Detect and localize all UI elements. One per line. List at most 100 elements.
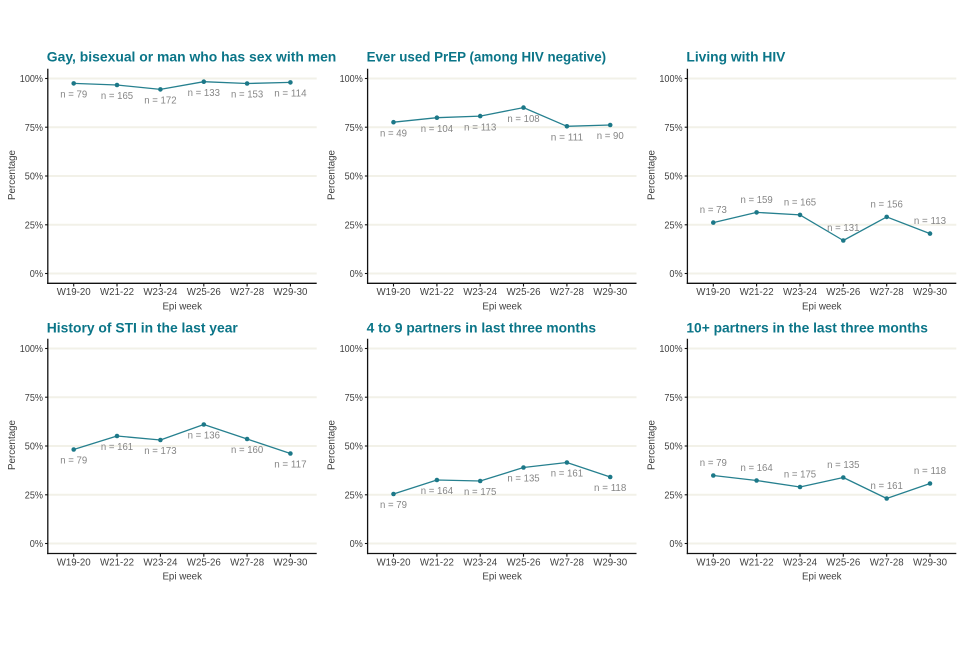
svg-text:W23-24: W23-24: [143, 557, 177, 568]
svg-text:n = 160: n = 160: [231, 445, 264, 456]
svg-text:W29-30: W29-30: [273, 557, 307, 568]
svg-text:Percentage: Percentage: [646, 420, 657, 470]
svg-text:0%: 0%: [669, 539, 682, 550]
svg-text:W25-26: W25-26: [826, 287, 860, 298]
svg-text:Epi week: Epi week: [802, 572, 842, 583]
svg-text:Epi week: Epi week: [802, 301, 842, 312]
svg-text:Percentage: Percentage: [646, 150, 657, 200]
svg-text:75%: 75%: [345, 123, 363, 134]
svg-text:100%: 100%: [659, 344, 682, 355]
svg-text:n = 159: n = 159: [740, 195, 773, 206]
svg-text:75%: 75%: [664, 393, 682, 404]
svg-text:n = 173: n = 173: [144, 446, 177, 457]
svg-text:W25-26: W25-26: [507, 557, 541, 568]
svg-text:W23-24: W23-24: [463, 287, 497, 298]
svg-text:W27-28: W27-28: [230, 557, 264, 568]
svg-text:n = 79: n = 79: [380, 500, 407, 511]
svg-text:W25-26: W25-26: [187, 557, 221, 568]
svg-text:W25-26: W25-26: [826, 557, 860, 568]
svg-text:n = 118: n = 118: [594, 483, 627, 494]
svg-text:10+ partners in the last three: 10+ partners in the last three months: [686, 320, 928, 335]
svg-text:W19-20: W19-20: [377, 287, 411, 298]
svg-text:50%: 50%: [345, 442, 363, 453]
svg-text:100%: 100%: [659, 74, 682, 85]
svg-text:W19-20: W19-20: [696, 557, 730, 568]
svg-text:n = 135: n = 135: [827, 460, 860, 471]
svg-text:W29-30: W29-30: [913, 287, 947, 298]
svg-text:W25-26: W25-26: [507, 287, 541, 298]
svg-text:25%: 25%: [25, 220, 43, 231]
svg-text:0%: 0%: [30, 539, 43, 550]
svg-text:W29-30: W29-30: [593, 287, 627, 298]
svg-text:75%: 75%: [345, 393, 363, 404]
svg-text:n = 131: n = 131: [827, 223, 860, 234]
svg-text:W29-30: W29-30: [913, 557, 947, 568]
svg-text:W19-20: W19-20: [377, 557, 411, 568]
svg-text:0%: 0%: [350, 269, 363, 280]
svg-text:4 to 9 partners in last three: 4 to 9 partners in last three months: [367, 320, 596, 335]
svg-text:Percentage: Percentage: [327, 150, 338, 200]
svg-text:Percentage: Percentage: [327, 420, 338, 470]
svg-text:n = 175: n = 175: [464, 487, 497, 498]
svg-text:n = 108: n = 108: [507, 114, 540, 125]
svg-text:100%: 100%: [20, 74, 43, 85]
svg-text:0%: 0%: [669, 269, 682, 280]
svg-text:n = 165: n = 165: [101, 91, 134, 102]
svg-text:n = 79: n = 79: [60, 456, 87, 467]
svg-text:W29-30: W29-30: [593, 557, 627, 568]
svg-text:Living with HIV: Living with HIV: [686, 49, 785, 64]
svg-text:W27-28: W27-28: [870, 287, 904, 298]
svg-text:n = 133: n = 133: [188, 88, 221, 99]
svg-text:W19-20: W19-20: [696, 287, 730, 298]
svg-text:Epi week: Epi week: [482, 572, 522, 583]
svg-text:n = 111: n = 111: [551, 133, 584, 144]
svg-text:100%: 100%: [20, 344, 43, 355]
svg-text:n = 156: n = 156: [871, 200, 904, 211]
svg-text:n = 117: n = 117: [274, 460, 307, 471]
svg-text:n = 114: n = 114: [274, 89, 307, 100]
svg-text:W29-30: W29-30: [273, 287, 307, 298]
svg-text:50%: 50%: [25, 442, 43, 453]
svg-text:Epi week: Epi week: [482, 301, 522, 312]
svg-text:n = 161: n = 161: [551, 469, 584, 480]
svg-text:Percentage: Percentage: [7, 420, 18, 470]
svg-text:W21-22: W21-22: [740, 287, 774, 298]
svg-text:n = 172: n = 172: [144, 96, 177, 107]
svg-text:75%: 75%: [25, 393, 43, 404]
svg-text:n = 175: n = 175: [784, 470, 817, 481]
svg-text:n = 153: n = 153: [231, 90, 264, 101]
svg-text:W19-20: W19-20: [57, 557, 91, 568]
svg-text:100%: 100%: [340, 74, 363, 85]
svg-text:Ever used PrEP (among HIV nega: Ever used PrEP (among HIV negative): [367, 49, 606, 64]
svg-text:50%: 50%: [664, 442, 682, 453]
svg-text:0%: 0%: [350, 539, 363, 550]
svg-text:50%: 50%: [345, 172, 363, 183]
svg-text:n = 161: n = 161: [871, 481, 904, 492]
svg-text:W27-28: W27-28: [550, 287, 584, 298]
svg-text:50%: 50%: [25, 172, 43, 183]
svg-text:0%: 0%: [30, 269, 43, 280]
svg-text:History of STI in the last yea: History of STI in the last year: [47, 320, 239, 335]
svg-text:n = 164: n = 164: [740, 463, 773, 474]
svg-text:W21-22: W21-22: [420, 287, 454, 298]
svg-text:75%: 75%: [664, 123, 682, 134]
svg-text:25%: 25%: [664, 220, 682, 231]
svg-text:W27-28: W27-28: [230, 287, 264, 298]
svg-text:n = 79: n = 79: [700, 458, 727, 469]
svg-text:n = 165: n = 165: [784, 198, 817, 209]
svg-text:W23-24: W23-24: [463, 557, 497, 568]
svg-text:25%: 25%: [25, 490, 43, 501]
svg-text:W23-24: W23-24: [783, 557, 817, 568]
svg-text:n = 136: n = 136: [188, 431, 221, 442]
svg-text:n = 49: n = 49: [380, 128, 407, 139]
svg-text:W21-22: W21-22: [420, 557, 454, 568]
svg-text:W21-22: W21-22: [100, 287, 134, 298]
svg-text:W23-24: W23-24: [143, 287, 177, 298]
svg-text:W19-20: W19-20: [57, 287, 91, 298]
svg-text:n = 73: n = 73: [700, 205, 727, 216]
svg-text:n = 79: n = 79: [60, 90, 87, 101]
svg-text:W27-28: W27-28: [550, 557, 584, 568]
svg-text:25%: 25%: [345, 220, 363, 231]
svg-text:W27-28: W27-28: [870, 557, 904, 568]
svg-text:n = 135: n = 135: [507, 474, 540, 485]
